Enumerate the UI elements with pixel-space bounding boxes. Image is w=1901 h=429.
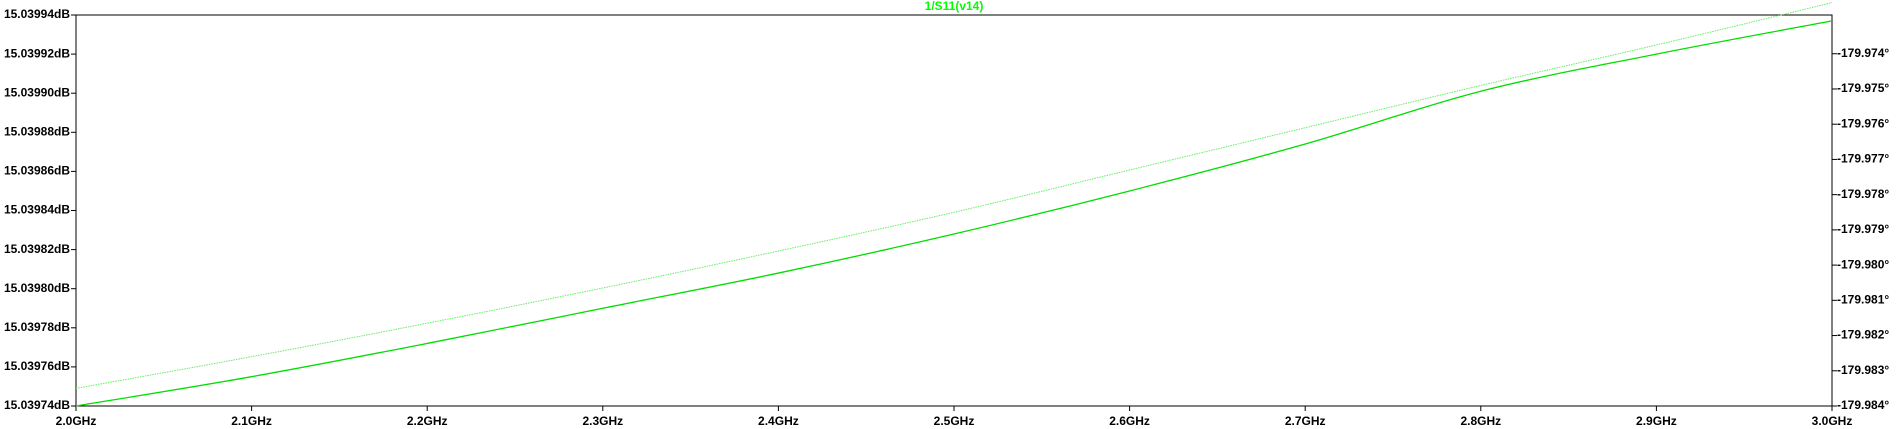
left-y-tick-label: 15.03984dB [4,203,70,217]
right-y-tick-label: -179.984° [1837,398,1889,412]
right-y-tick-label: -179.974° [1837,46,1889,60]
right-y-tick-label: -179.976° [1837,116,1889,130]
x-tick-label: 2.9GHz [1636,414,1677,428]
left-y-tick-label: 15.03986dB [4,164,70,178]
x-tick-label: 2.5GHz [934,414,975,428]
right-y-tick-label: -179.983° [1837,363,1889,377]
x-tick-label: 2.6GHz [1109,414,1150,428]
left-y-tick-label: 15.03980dB [4,281,70,295]
left-y-tick-label: 15.03992dB [4,46,70,60]
left-y-axis: 15.03994dB 15.03992dB 15.03990dB 15.03988dB… [4,7,76,412]
right-y-tick-label: -179.975° [1837,81,1889,95]
x-tick-label: 2.7GHz [1285,414,1326,428]
x-tick-label: 3.0GHz [1812,414,1853,428]
right-y-axis: -179.974° -179.975° -179.976° -179.977° -179… [1832,46,1889,412]
chart-title: 1/S11(v14) [925,0,984,13]
x-tick-label: 2.2GHz [407,414,448,428]
x-tick-label: 2.4GHz [758,414,799,428]
left-y-tick-label: 15.03974dB [4,398,70,412]
right-y-tick-label: -179.978° [1837,187,1889,201]
x-tick-label: 2.0GHz [56,414,97,428]
right-y-tick-label: -179.981° [1837,292,1889,306]
series-layer [75,2,1833,407]
right-y-tick-label: -179.980° [1837,257,1889,271]
phase-series-line [75,2,1833,389]
right-y-tick-label: -179.979° [1837,222,1889,236]
x-tick-label: 2.1GHz [231,414,272,428]
left-y-tick-label: 15.03978dB [4,320,70,334]
magnitude-series-line [75,20,1833,407]
left-y-tick-label: 15.03976dB [4,359,70,373]
x-tick-label: 2.8GHz [1460,414,1501,428]
left-y-tick-label: 15.03994dB [4,7,70,21]
x-axis: 2.0GHz 2.1GHz 2.2GHz 2.3GHz 2.4GHz 2.5GHz 2.6G… [56,406,1853,428]
right-y-tick-label: -179.977° [1837,152,1889,166]
plot-frame [75,14,1833,407]
left-y-tick-label: 15.03988dB [4,124,70,138]
left-y-tick-label: 15.03990dB [4,85,70,99]
left-y-tick-label: 15.03982dB [4,242,70,256]
right-y-tick-label: -179.982° [1837,328,1889,342]
x-tick-label: 2.3GHz [582,414,623,428]
